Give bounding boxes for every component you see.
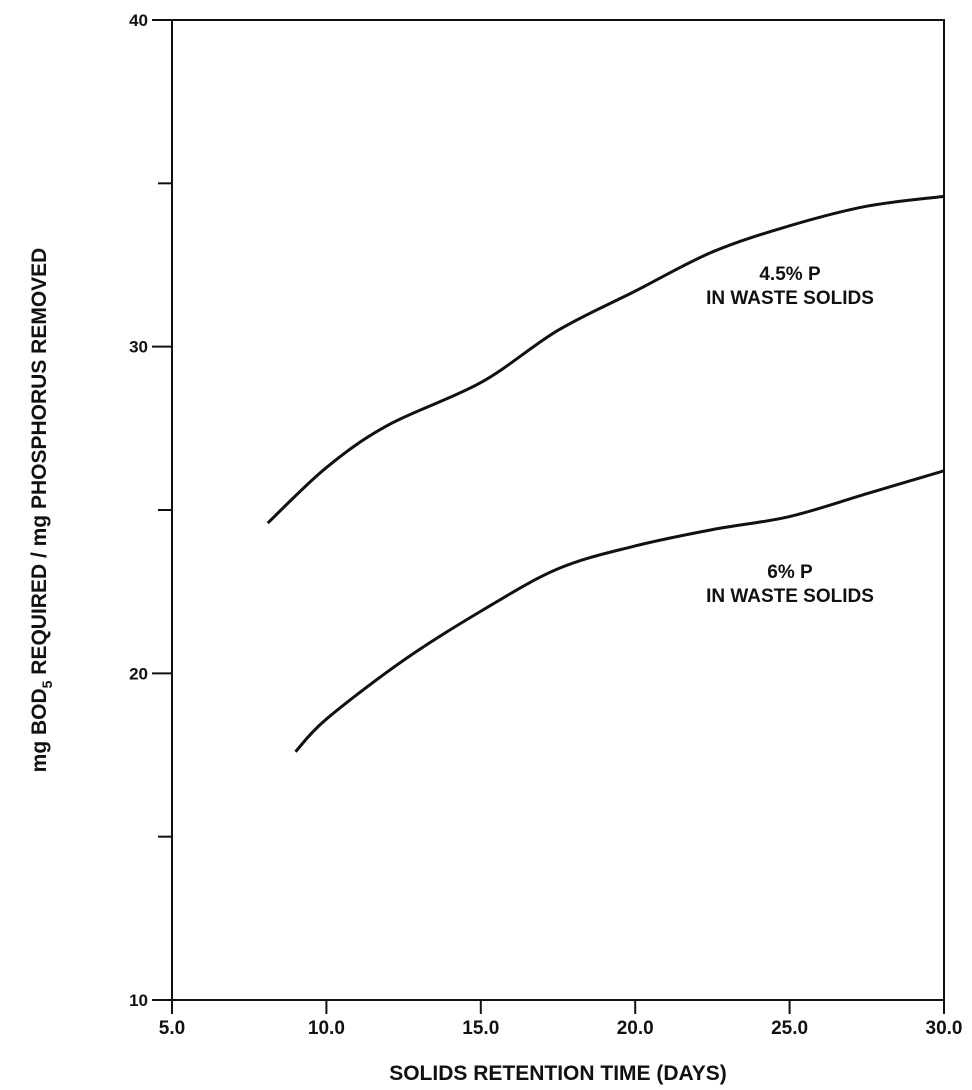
x-tick-label: 15.0 (462, 1018, 499, 1039)
series-label: IN WASTE SOLIDS (706, 288, 874, 309)
x-axis-label: SOLIDS RETENTION TIME (DAYS) (389, 1062, 727, 1085)
y-axis-label-part: REQUIRED / mg PHOSPHORUS REMOVED (28, 248, 51, 681)
x-tick-label: 5.0 (159, 1018, 185, 1039)
x-tick-label: 30.0 (926, 1018, 963, 1039)
x-tick-label: 20.0 (617, 1018, 654, 1039)
page: {"chart_data": {"type": "line", "x_label… (0, 0, 972, 1090)
y-axis-label: mg BOD5 REQUIRED / mg PHOSPHORUS REMOVED (28, 248, 55, 773)
y-axis-label-part: mg BOD (28, 688, 51, 772)
series-line (268, 196, 944, 523)
y-tick-label: 30 (129, 338, 148, 357)
plot-frame (172, 20, 944, 1000)
y-tick-label: 40 (129, 11, 148, 30)
y-tick-label: 20 (129, 664, 148, 683)
chart: 10 20 30 40 5.0 10.0 15.0 20.0 25.0 30.0 SOLIDS RE… (0, 0, 972, 1090)
x-tick-label: 25.0 (771, 1018, 808, 1039)
y-axis-label-part: 5 (39, 680, 55, 688)
x-tick-label: 10.0 (308, 1018, 345, 1039)
series-label: IN WASTE SOLIDS (706, 586, 874, 607)
series-line (296, 471, 944, 752)
y-tick-label: 10 (129, 991, 148, 1010)
series-label: 6% P (767, 562, 813, 583)
series-label: 4.5% P (759, 264, 821, 285)
